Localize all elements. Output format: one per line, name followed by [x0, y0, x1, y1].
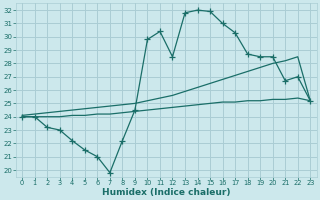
X-axis label: Humidex (Indice chaleur): Humidex (Indice chaleur)	[102, 188, 230, 197]
